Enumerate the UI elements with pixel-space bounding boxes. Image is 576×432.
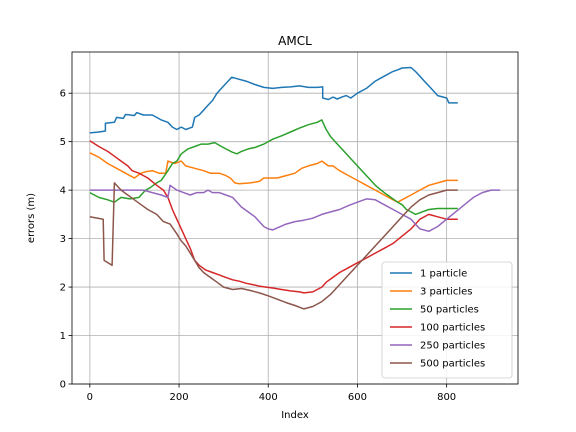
y-tick-label: 0 [60,380,66,391]
legend-label: 500 particles [420,359,485,370]
y-tick-label: 6 [60,89,66,100]
y-axis-label: errors (m) [26,193,37,243]
x-tick-label: 600 [348,392,367,403]
y-tick-label: 4 [60,186,66,197]
x-tick-label: 0 [87,392,93,403]
y-tick-label: 5 [60,137,66,148]
series-line-5 [89,184,501,233]
y-tick-label: 1 [60,331,66,342]
plot-frame [71,51,519,385]
legend-label: 100 particles [420,323,485,334]
x-axis-label: Index [281,410,309,421]
y-tick-label: 2 [60,283,66,294]
chart-title: AMCL [278,34,312,48]
series-line-4 [89,140,458,294]
x-tick-label: 200 [169,392,188,403]
series-line-6 [89,182,458,310]
legend-label: 250 particles [420,341,485,352]
x-tick-label: 800 [437,392,456,403]
legend-label: 3 particles [420,287,472,298]
legend-label: 50 particles [420,305,479,316]
series-line-3 [89,119,458,216]
series-line-1 [89,66,458,134]
legend: 1 particle 3 particles 50 particles 100 par… [381,261,513,379]
legend-box [381,261,513,379]
x-tick-label: 400 [259,392,278,403]
series-layer [89,66,501,310]
legend-label: 1 particle [420,269,467,280]
x-axis: 0 200 400 600 800 [87,384,456,403]
y-axis: 0 1 2 3 4 5 6 [60,89,72,391]
y-tick-label: 3 [60,234,66,245]
series-line-2 [89,152,458,203]
